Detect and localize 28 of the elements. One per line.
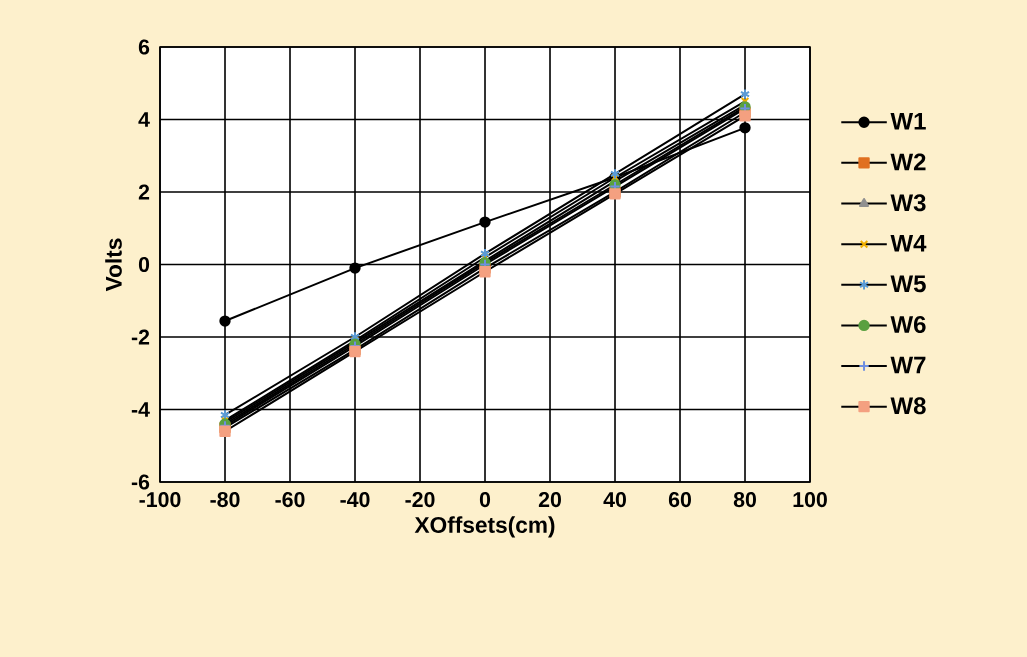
legend-label: W4: [890, 234, 927, 252]
x-tick-label: -40: [340, 492, 370, 508]
x-tick-label: -80: [210, 492, 240, 508]
legend-label: W8: [890, 397, 926, 415]
legend-label: W5: [890, 275, 926, 293]
x-tick-label: 100: [793, 492, 827, 508]
x-tick-label: 80: [733, 492, 756, 508]
legend-label: W2: [890, 153, 926, 171]
y-axis-title: Volts: [105, 238, 122, 292]
x-tick-label: 40: [603, 492, 626, 508]
x-tick-label: -60: [275, 492, 305, 508]
legend-label: W3: [890, 194, 926, 212]
y-tick-label: 0: [138, 256, 150, 273]
x-tick-label: -20: [405, 492, 435, 508]
legend-label: W1: [890, 112, 926, 130]
y-tick-label: -2: [131, 329, 150, 345]
y-tick-label: -6: [131, 474, 150, 490]
legend-label: W7: [890, 356, 926, 374]
y-tick-label: -4: [131, 402, 150, 417]
y-tick-label: 2: [138, 184, 150, 200]
x-tick-label: 0: [479, 492, 491, 508]
legend-label: W6: [890, 315, 926, 333]
x-tick-label: -100: [139, 492, 181, 508]
y-tick-label: 6: [138, 39, 150, 55]
x-tick-label: 60: [668, 492, 691, 508]
y-tick-label: 4: [138, 112, 150, 127]
x-axis-title: XOffsets(cm): [414, 516, 555, 538]
x-tick-label: 20: [538, 492, 561, 508]
